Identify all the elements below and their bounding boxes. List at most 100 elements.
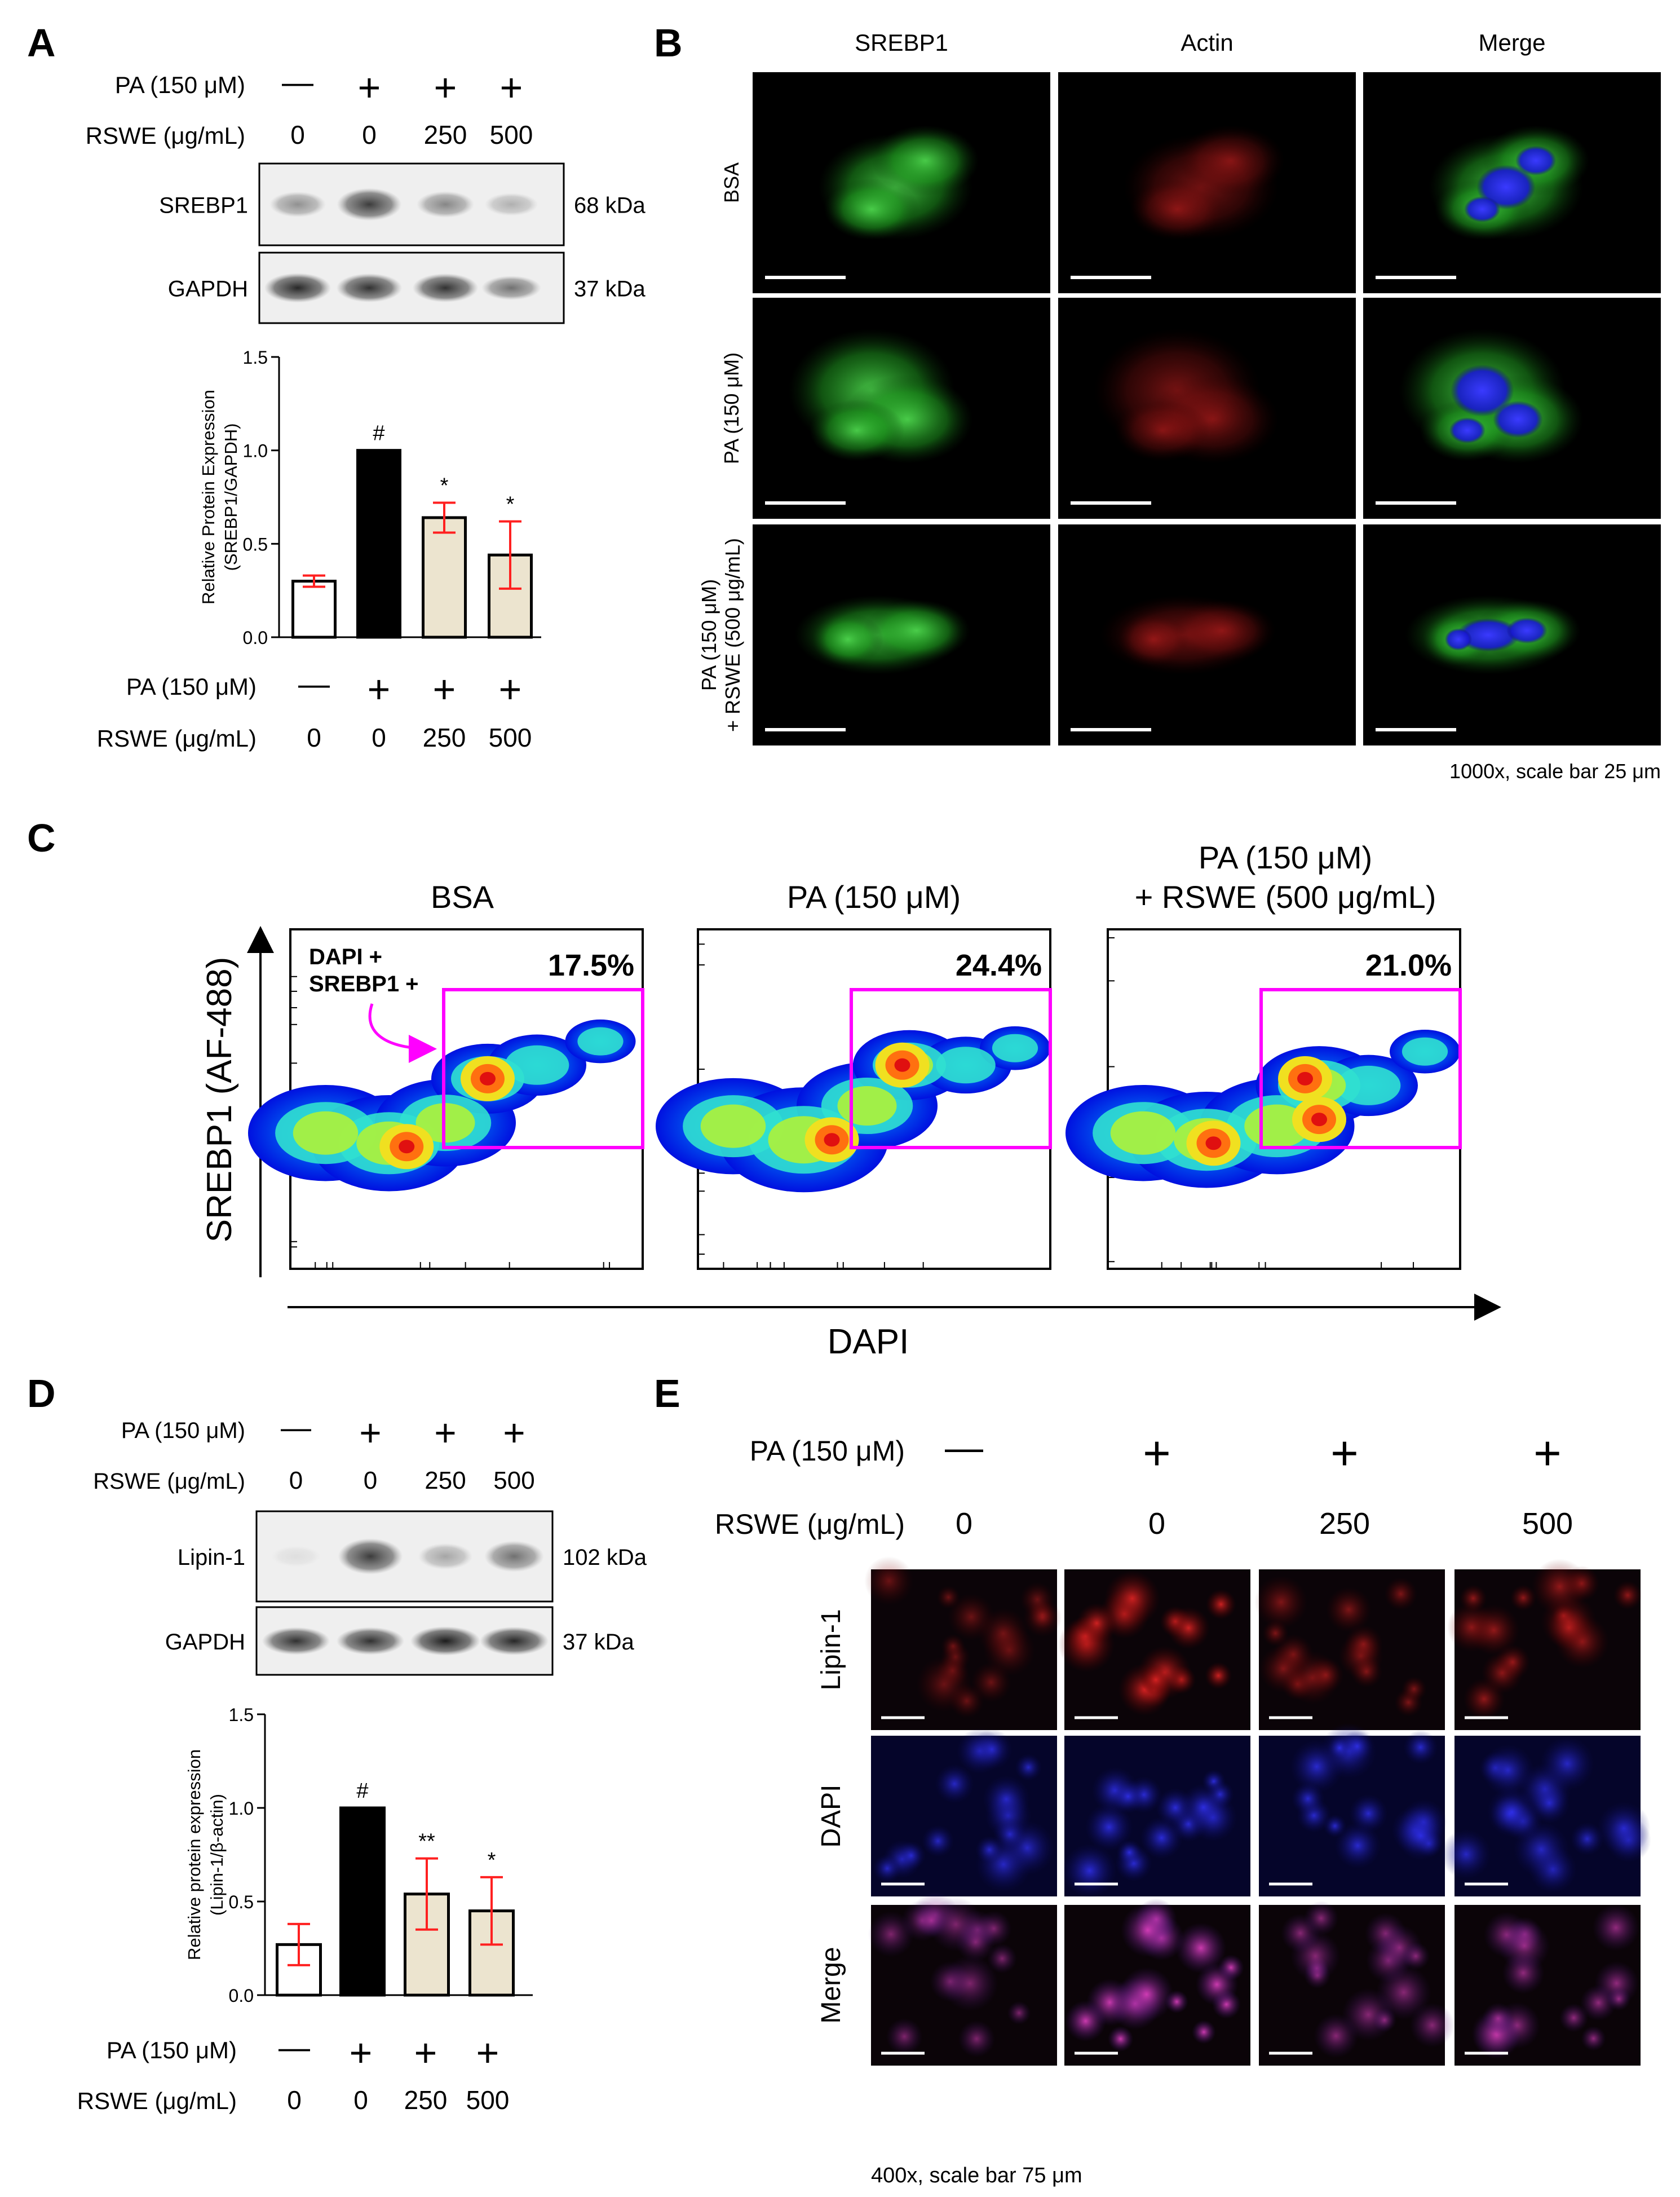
d-bottom-plus-sign: + <box>414 2031 437 2075</box>
e-cell-cluster <box>1280 1913 1320 1953</box>
d-gapdh-band <box>336 1627 405 1655</box>
b-micrograph-2-1 <box>1058 524 1356 745</box>
b-nucleus <box>1493 400 1543 438</box>
d-y-tick-label: 1.5 <box>229 1705 254 1725</box>
d-gapdh-blot <box>255 1606 554 1676</box>
c-gate-label: SREBP1 + <box>309 972 419 996</box>
e-cell-cluster <box>1308 1657 1344 1693</box>
a-bottom-plus-sign: + <box>433 667 456 711</box>
e-cell-cluster <box>1262 1620 1289 1647</box>
b-nucleus <box>1456 618 1520 652</box>
a-gapdh-protein-name: GAPDH <box>168 277 248 302</box>
c-density-inner <box>293 1111 359 1155</box>
c-density-mid <box>577 1027 624 1056</box>
d-significance-mark: ** <box>418 1830 435 1854</box>
a-top-rswe-label: RSWE (μg/mL) <box>86 122 245 149</box>
e-cell-cluster <box>1402 1942 1430 1970</box>
e-plus-sign: + <box>1533 1427 1562 1480</box>
e-cell-cluster <box>916 1656 972 1713</box>
e-cell-cluster <box>1121 1903 1175 1957</box>
a-bar <box>356 449 401 639</box>
a-y-tick-label: 0.0 <box>243 628 268 648</box>
b-cell-signal <box>1168 599 1276 662</box>
e-cell-cluster <box>1409 2002 1455 2048</box>
e-micrograph-2-1 <box>1064 1898 1250 2066</box>
e-cell-cluster <box>1020 1582 1055 1617</box>
e-cell-cluster <box>1540 1736 1595 1791</box>
b-row-label: PA (150 μM) <box>720 352 743 464</box>
b-row-label: PA (150 μM) <box>697 579 720 691</box>
a-y-tick-label: 0.5 <box>243 534 268 554</box>
d-gapdh-protein-name: GAPDH <box>165 1630 245 1655</box>
e-row-label: Lipin-1 <box>816 1609 846 1690</box>
e-micrograph-1-2 <box>1259 1723 1447 1896</box>
b-nucleus <box>1451 364 1514 417</box>
a-bar <box>291 580 337 639</box>
d-y-axis-title: (Lipin-1/β-actin) <box>207 1794 227 1916</box>
d-bottom-dose-value: 250 <box>404 2085 448 2115</box>
a-gapdh-band <box>264 273 331 303</box>
c-x-axis-title: DAPI <box>828 1322 909 1361</box>
d-top-plus-sign: + <box>359 1412 381 1454</box>
c-gate-box <box>1259 988 1462 1149</box>
panel-label-c: C <box>27 816 56 860</box>
d-significance-mark: # <box>356 1779 368 1803</box>
e-cell-cluster <box>1205 1589 1236 1620</box>
e-cell-cluster <box>941 1634 965 1658</box>
d-top-pa-label: PA (150 μM) <box>121 1418 245 1443</box>
c-density-inner <box>837 1086 897 1126</box>
a-bottom-dose-value: 500 <box>489 723 532 752</box>
b-cell-signal <box>812 612 884 666</box>
e-micrograph-1-0 <box>871 1728 1057 1896</box>
a-significance-mark: # <box>373 422 384 445</box>
e-micrograph-0-1 <box>1058 1569 1250 1730</box>
d-top-dose-value: 0 <box>364 1467 377 1494</box>
d-y-tick-label: 0.0 <box>229 1986 254 2006</box>
c-density-inner <box>1110 1111 1176 1155</box>
a-y-tick-label: 1.5 <box>243 347 268 368</box>
c-density-inner <box>700 1104 766 1148</box>
d-bar-chart: 0.0 0.5 1.0 1.5 Relative protein expression(… <box>184 1705 533 2006</box>
d-lipin1-mw-label: 102 kDa <box>563 1545 647 1570</box>
e-cell-cluster <box>1076 1603 1117 1644</box>
e-cell-cluster <box>1403 1730 1438 1765</box>
e-cell-cluster <box>1104 1570 1160 1626</box>
b-nucleus <box>1506 617 1548 644</box>
e-cell-cluster <box>958 2020 996 2058</box>
c-density-mid <box>936 1047 996 1084</box>
e-cell-cluster <box>1254 1576 1308 1629</box>
e-cell-cluster <box>982 1775 1030 1823</box>
c-density-mid <box>1402 1037 1448 1066</box>
panel-label-a: A <box>27 21 56 65</box>
e-cell-cluster <box>1062 1843 1117 1898</box>
c-density-mid <box>1336 1065 1401 1105</box>
e-cell-cluster <box>1334 1822 1381 1869</box>
e-cell-cluster <box>941 1955 998 2011</box>
e-cell-cluster <box>1376 1965 1431 2020</box>
e-cell-cluster <box>987 1943 1017 1974</box>
e-cell-cluster <box>1581 2026 1606 2051</box>
e-cell-cluster <box>1384 1577 1417 1611</box>
a-srebp1-band <box>417 191 474 218</box>
c-flow-plot-1 <box>656 928 1052 1270</box>
d-bottom-minus-sign: — <box>278 2030 310 2065</box>
e-row-label: DAPI <box>816 1784 846 1847</box>
e-cell-cluster <box>1510 1585 1537 1611</box>
e-micrograph-2-3 <box>1454 1904 1641 2066</box>
c-density-peak <box>480 1071 496 1086</box>
b-nucleus <box>1444 628 1473 651</box>
e-cell-cluster <box>1396 1811 1445 1861</box>
c-y-axis-title: SREBP1 (AF-488) <box>200 957 239 1243</box>
d-bottom-plus-sign: + <box>350 2031 373 2075</box>
e-cell-cluster <box>896 1841 926 1870</box>
e-dose-value: 0 <box>1148 1507 1165 1541</box>
a-bottom-minus-sign: — <box>298 666 330 702</box>
c-gate-box <box>442 988 644 1149</box>
e-cell-cluster <box>1592 1904 1640 1952</box>
a-top-dose-value: 0 <box>362 120 377 149</box>
a-top-plus-sign: + <box>500 65 523 109</box>
e-micrograph-2-0 <box>868 1891 1057 2066</box>
b-column-header: Merge <box>1478 29 1545 56</box>
a-bar-chart: 0.0 0.5 1.0 1.5 Relative Protein Expression(… <box>198 347 541 648</box>
